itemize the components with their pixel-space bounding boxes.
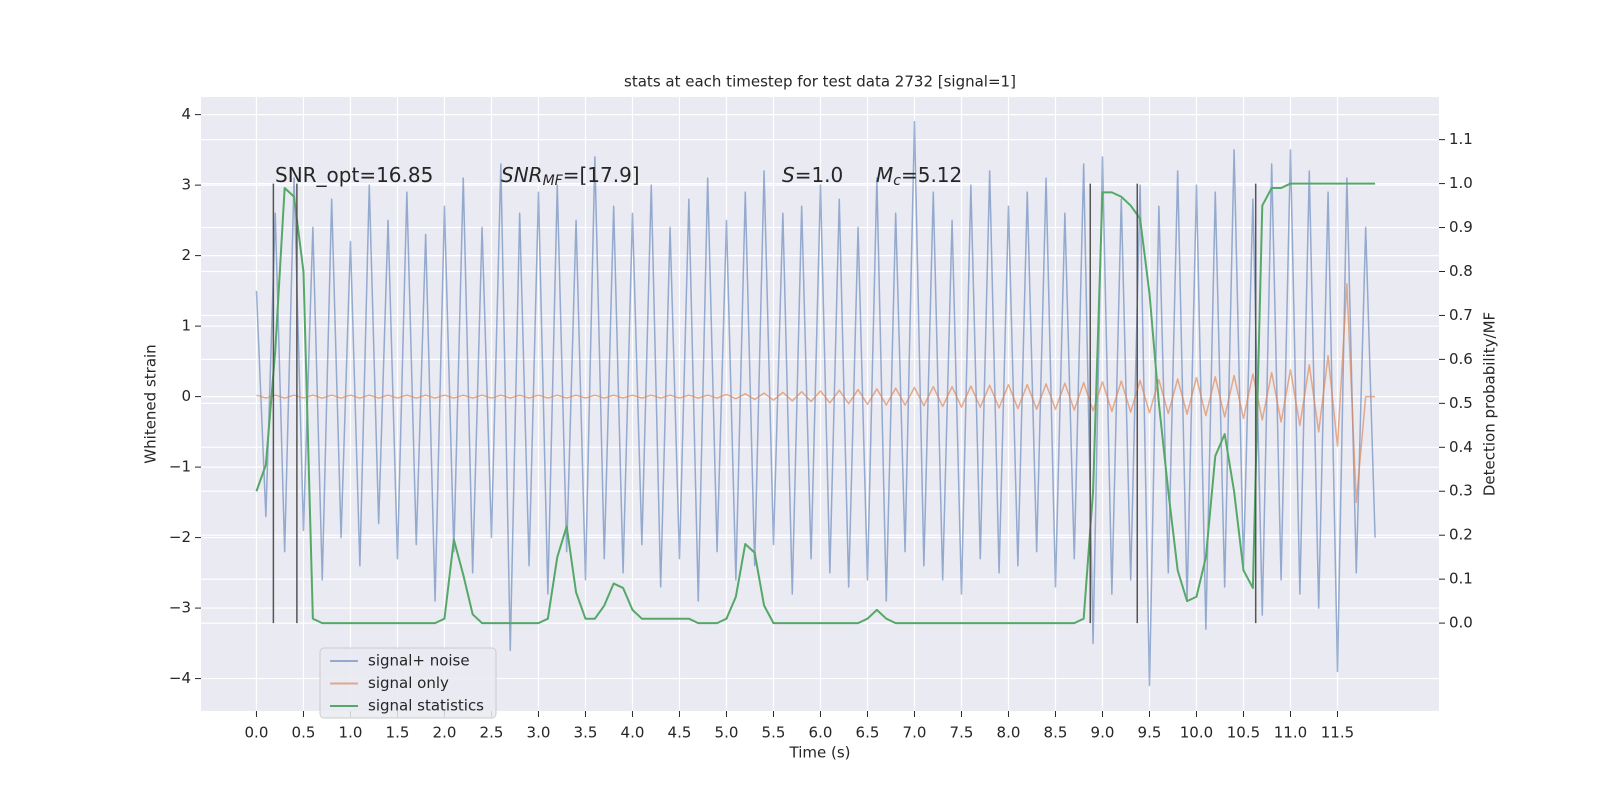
x-tick-label: 6.0 xyxy=(809,724,833,742)
y2-tick-label: 0.7 xyxy=(1449,306,1473,324)
y2-tick-label: 0.8 xyxy=(1449,262,1473,280)
y-axis-label: Whitened strain xyxy=(142,344,160,463)
annotation: Mc=5.12 xyxy=(876,163,962,190)
y2-tick-label: 0.1 xyxy=(1449,570,1473,588)
y-tick-label: −1 xyxy=(169,458,191,476)
chart-title: stats at each timestep for test data 273… xyxy=(624,73,1016,91)
annotation-part: c xyxy=(893,173,901,189)
y-tick-label: 4 xyxy=(181,105,191,123)
legend-box xyxy=(319,647,497,719)
y-tick-label: −3 xyxy=(169,599,191,617)
y2-tick-label: 1.0 xyxy=(1449,174,1473,192)
x-tick-label: 4.0 xyxy=(621,724,645,742)
legend: signal+ noise signal only signal statistic… xyxy=(319,647,497,719)
x-axis-label: Time (s) xyxy=(789,744,851,762)
x-tick-label: 1.0 xyxy=(339,724,363,742)
y2-tick-label: 0.0 xyxy=(1449,614,1473,632)
annotation-part: MF xyxy=(543,173,564,189)
x-tick-label: 7.5 xyxy=(950,724,974,742)
annotation-part: =5.12 xyxy=(901,163,962,187)
y-tick-label: 0 xyxy=(181,387,191,405)
x-tick-label: 7.0 xyxy=(903,724,927,742)
annotation: SNR_opt=16.85 xyxy=(275,163,433,187)
x-tick-label: 9.0 xyxy=(1091,724,1115,742)
annotation: SNRMF=[17.9] xyxy=(501,163,640,190)
annotation-part: M xyxy=(876,163,893,187)
y-tick-label: 2 xyxy=(181,246,191,264)
x-tick-label: 11.0 xyxy=(1274,724,1307,742)
y-tick-label: −4 xyxy=(169,669,191,687)
y-tick-label: 1 xyxy=(181,317,191,335)
annotation-part: =[17.9] xyxy=(563,163,640,187)
legend-label: signal statistics xyxy=(368,697,484,715)
y-tick-label: −2 xyxy=(169,528,191,546)
x-tick-label: 8.0 xyxy=(997,724,1021,742)
x-tick-label: 3.0 xyxy=(527,724,551,742)
annotation-part: SNR_opt=16.85 xyxy=(275,163,433,187)
x-tick-label: 10.5 xyxy=(1227,724,1260,742)
x-tick-label: 0.0 xyxy=(245,724,269,742)
y2-tick-label: 0.4 xyxy=(1449,438,1473,456)
annotation: S=1.0 xyxy=(782,163,843,187)
x-tick-label: 4.5 xyxy=(668,724,692,742)
x-tick-label: 2.5 xyxy=(480,724,504,742)
y2-axis-label: Detection probability/MF xyxy=(1481,312,1499,496)
annotation-part: SNR xyxy=(501,163,543,187)
series-line xyxy=(255,182,1376,625)
x-tick-label: 9.5 xyxy=(1138,724,1162,742)
x-tick-label: 5.5 xyxy=(762,724,786,742)
y2-tick-label: 0.3 xyxy=(1449,482,1473,500)
y2-tick-label: 0.5 xyxy=(1449,394,1473,412)
x-tick-label: 8.5 xyxy=(1044,724,1068,742)
x-tick-label: 11.5 xyxy=(1321,724,1354,742)
x-tick-label: 6.5 xyxy=(856,724,880,742)
y2-tick-label: 0.2 xyxy=(1449,526,1473,544)
y-tick-label: 3 xyxy=(181,176,191,194)
x-tick-label: 2.0 xyxy=(433,724,457,742)
annotation-part: S xyxy=(782,163,795,187)
x-tick-label: 5.0 xyxy=(715,724,739,742)
labels: 0.0 0.5 1.0 1.5 2.0 2.5 3.0 3.5 4.0 4.5 5.0 5.5 6.0 6… xyxy=(169,105,1473,741)
legend-label: signal only xyxy=(368,674,449,692)
marks xyxy=(255,120,1376,687)
series-line xyxy=(256,283,1376,504)
y2-tick-label: 0.6 xyxy=(1449,350,1473,368)
x-tick-label: 0.5 xyxy=(292,724,316,742)
series-line xyxy=(255,120,1376,687)
x-tick-label: 3.5 xyxy=(574,724,598,742)
y2-tick-label: 1.1 xyxy=(1449,130,1473,148)
annotation-part: =1.0 xyxy=(795,163,844,187)
y2-tick-label: 0.9 xyxy=(1449,218,1473,236)
x-tick-label: 10.0 xyxy=(1180,724,1213,742)
legend-label: signal+ noise xyxy=(368,652,470,670)
x-tick-label: 1.5 xyxy=(386,724,410,742)
